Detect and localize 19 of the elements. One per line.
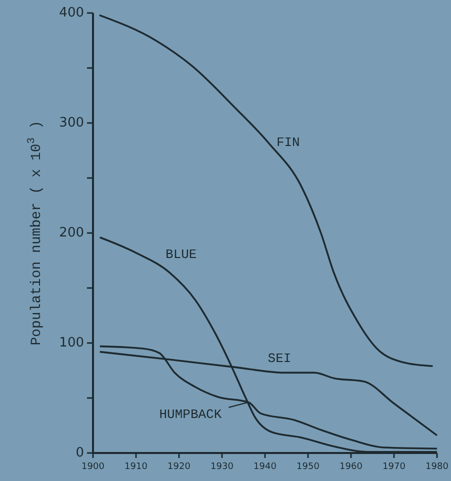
x-tick-label: 1920 — [168, 462, 191, 472]
y-tick-label: 300 — [59, 116, 84, 131]
series-label: SEI — [268, 351, 292, 366]
x-tick-label: 1930 — [210, 462, 234, 472]
series-label: BLUE — [166, 247, 197, 262]
y-tick-label: 0 — [76, 446, 84, 461]
x-tick-label: 1940 — [254, 462, 277, 472]
y-tick-label: 100 — [59, 336, 84, 351]
x-tick-label: 1970 — [382, 462, 406, 472]
y-tick-label: 200 — [59, 226, 84, 241]
x-tick-label: 1950 — [296, 462, 320, 472]
series-label: HUMPBACK — [159, 406, 222, 422]
line-series — [98, 14, 434, 367]
y-tick-label: 400 — [59, 6, 84, 21]
x-tick-label: 1900 — [82, 462, 105, 472]
x-tick-label: 1960 — [340, 462, 363, 472]
x-tick-label: 1910 — [124, 462, 148, 472]
x-tick-label: 1980 — [426, 462, 449, 472]
series-label: FIN — [276, 135, 300, 150]
